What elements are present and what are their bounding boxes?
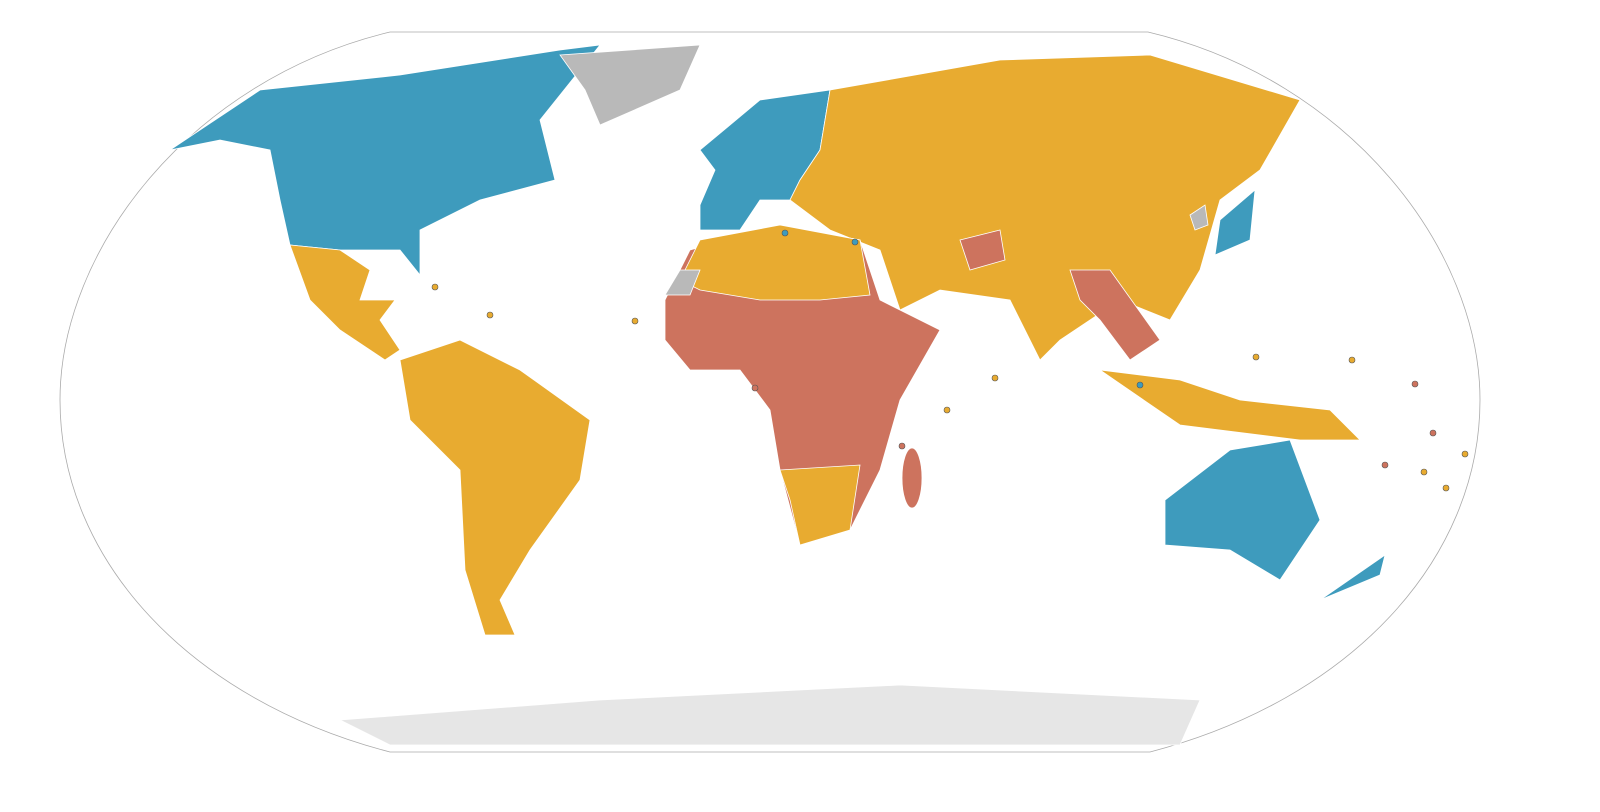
southeast-asia	[1069, 269, 1161, 361]
island-dot	[431, 283, 439, 291]
new-zealand	[1319, 554, 1386, 601]
island-dot	[1348, 356, 1356, 364]
island-dot	[751, 384, 759, 392]
island-dot	[631, 317, 639, 325]
island-dot	[851, 238, 859, 246]
madagascar	[901, 447, 923, 509]
island-dot	[991, 374, 999, 382]
island-dot	[781, 229, 789, 237]
afghanistan	[959, 229, 1006, 271]
island-dot	[1429, 429, 1437, 437]
north-africa	[679, 224, 871, 301]
island-dot	[1442, 484, 1450, 492]
antarctica	[338, 684, 1201, 746]
island-dot	[898, 442, 906, 450]
central-america	[289, 244, 401, 361]
north-america	[169, 44, 601, 277]
island-dot	[1411, 380, 1419, 388]
europe	[699, 89, 831, 231]
island-dot	[1252, 353, 1260, 361]
japan	[1214, 189, 1256, 256]
island-dot	[1461, 450, 1469, 458]
australia	[1164, 439, 1321, 581]
asia	[789, 54, 1301, 361]
island-dot	[1381, 461, 1389, 469]
island-dot	[1136, 381, 1144, 389]
north-korea	[1189, 204, 1209, 231]
island-dot	[486, 311, 494, 319]
island-dot	[943, 406, 951, 414]
southern-africa	[779, 464, 861, 546]
greenland	[559, 44, 701, 126]
indonesia	[1099, 369, 1361, 441]
western-sahara	[664, 269, 701, 296]
island-dot	[1420, 468, 1428, 476]
south-america	[399, 339, 591, 636]
